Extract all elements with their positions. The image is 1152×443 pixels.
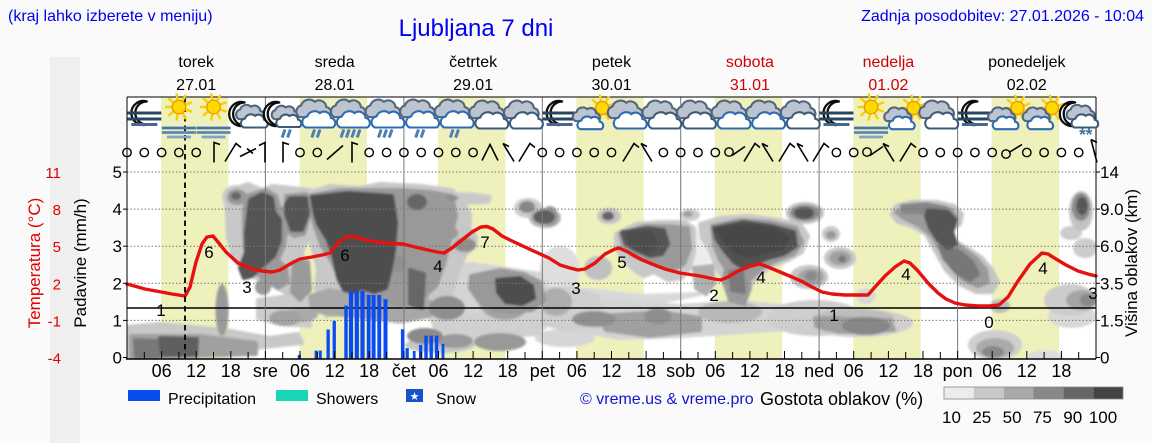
svg-text:75: 75 <box>1033 408 1052 427</box>
svg-text:12: 12 <box>186 361 206 381</box>
svg-text:-1: -1 <box>48 313 61 330</box>
svg-text:1.5: 1.5 <box>1100 311 1124 330</box>
svg-text:6.0: 6.0 <box>1100 237 1124 256</box>
svg-text:4: 4 <box>756 268 765 287</box>
svg-text:sreda: sreda <box>315 54 355 71</box>
svg-text:18: 18 <box>359 361 379 381</box>
svg-text:ponedeljek: ponedeljek <box>988 54 1066 71</box>
svg-text:1: 1 <box>113 311 122 330</box>
svg-text:★: ★ <box>410 391 420 403</box>
svg-text:Snow: Snow <box>436 391 476 408</box>
svg-text:Padavine (mm/h): Padavine (mm/h) <box>71 198 90 327</box>
svg-text:14: 14 <box>1100 163 1119 182</box>
svg-text:-4: -4 <box>48 351 61 368</box>
svg-text:© vreme.us & vreme.pro: © vreme.us & vreme.pro <box>580 391 754 408</box>
svg-text:27.01: 27.01 <box>176 77 216 94</box>
svg-text:Temperatura (°C): Temperatura (°C) <box>25 198 44 329</box>
svg-text:18: 18 <box>498 361 518 381</box>
svg-text:18: 18 <box>913 361 933 381</box>
svg-text:Ljubljana 7 dni: Ljubljana 7 dni <box>399 15 554 42</box>
svg-text:ned: ned <box>804 361 834 381</box>
svg-text:četrtek: četrtek <box>449 54 498 71</box>
svg-text:pet: pet <box>530 361 555 381</box>
svg-text:50: 50 <box>1003 408 1022 427</box>
svg-text:**: ** <box>1079 125 1093 144</box>
svg-text:02.02: 02.02 <box>1007 77 1047 94</box>
svg-text:Showers: Showers <box>316 391 378 408</box>
svg-text:29.01: 29.01 <box>453 77 493 94</box>
svg-text:sre: sre <box>253 361 278 381</box>
svg-text:2: 2 <box>53 276 61 293</box>
svg-text:100: 100 <box>1089 408 1117 427</box>
svg-text:petek: petek <box>592 54 632 71</box>
svg-text:0: 0 <box>113 349 122 368</box>
svg-text:Višina oblakov (km): Višina oblakov (km) <box>1122 189 1141 337</box>
svg-text:4: 4 <box>113 200 122 219</box>
svg-text:12: 12 <box>740 361 760 381</box>
svg-text:12: 12 <box>1017 361 1037 381</box>
svg-text:12: 12 <box>463 361 483 381</box>
svg-text:10: 10 <box>942 408 961 427</box>
svg-text:4: 4 <box>433 257 442 276</box>
svg-text:18: 18 <box>636 361 656 381</box>
svg-text:5: 5 <box>113 163 122 182</box>
svg-text:0: 0 <box>1100 349 1109 368</box>
svg-text:18: 18 <box>774 361 794 381</box>
svg-text:Precipitation: Precipitation <box>168 391 256 408</box>
svg-text:3: 3 <box>571 279 580 298</box>
svg-text:06: 06 <box>567 361 587 381</box>
svg-text:90: 90 <box>1063 408 1082 427</box>
svg-text:8: 8 <box>53 202 61 219</box>
svg-text:01.02: 01.02 <box>868 77 908 94</box>
svg-text:11: 11 <box>45 165 61 182</box>
svg-text:28.01: 28.01 <box>315 77 355 94</box>
svg-text:0: 0 <box>984 313 993 332</box>
svg-text:Gostota oblakov (%): Gostota oblakov (%) <box>760 389 923 409</box>
svg-text:sobota: sobota <box>726 54 774 71</box>
svg-text:5: 5 <box>617 253 626 272</box>
svg-text:9.0: 9.0 <box>1100 200 1124 219</box>
svg-text:1: 1 <box>156 301 165 320</box>
svg-text:06: 06 <box>152 361 172 381</box>
svg-text:12: 12 <box>325 361 345 381</box>
svg-text:12: 12 <box>601 361 621 381</box>
svg-text:06: 06 <box>844 361 864 381</box>
svg-text:06: 06 <box>705 361 725 381</box>
svg-text:18: 18 <box>221 361 241 381</box>
svg-text:6: 6 <box>204 243 213 262</box>
svg-text:3: 3 <box>113 237 122 256</box>
svg-text:4: 4 <box>1038 259 1047 278</box>
svg-text:(kraj lahko izberete v meniju): (kraj lahko izberete v meniju) <box>8 8 213 25</box>
svg-text:12: 12 <box>878 361 898 381</box>
svg-text:čet: čet <box>392 361 416 381</box>
svg-text:06: 06 <box>290 361 310 381</box>
svg-text:30.01: 30.01 <box>591 77 631 94</box>
svg-text:pon: pon <box>943 361 973 381</box>
svg-text:06: 06 <box>982 361 1002 381</box>
svg-text:2: 2 <box>113 274 122 293</box>
svg-text:2: 2 <box>709 286 718 305</box>
svg-text:7: 7 <box>480 233 489 252</box>
svg-text:3: 3 <box>1088 284 1097 303</box>
svg-text:3.5: 3.5 <box>1100 274 1124 293</box>
svg-text:6: 6 <box>340 246 349 265</box>
svg-text:4: 4 <box>901 265 910 284</box>
svg-text:3: 3 <box>242 278 251 297</box>
svg-text:5: 5 <box>53 239 61 256</box>
svg-text:06: 06 <box>428 361 448 381</box>
svg-text:sob: sob <box>666 361 695 381</box>
svg-text:Zadnja posodobitev: 27.01.2026: Zadnja posodobitev: 27.01.2026 - 10:04 <box>861 8 1144 25</box>
svg-text:25: 25 <box>972 408 991 427</box>
svg-text:torek: torek <box>178 54 215 71</box>
svg-text:18: 18 <box>1051 361 1071 381</box>
svg-text:31.01: 31.01 <box>730 77 770 94</box>
svg-text:1: 1 <box>829 306 838 325</box>
svg-text:nedelja: nedelja <box>863 54 915 71</box>
